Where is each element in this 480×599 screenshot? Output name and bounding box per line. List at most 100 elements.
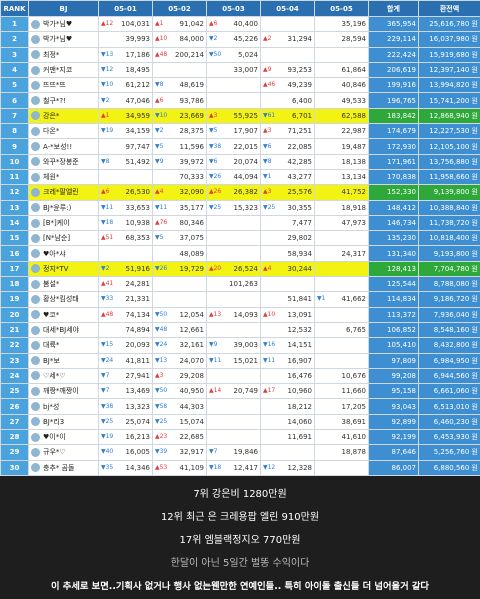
day-cell: 18,918	[314, 199, 369, 216]
day-cell: ▼24 41,811	[98, 352, 153, 369]
bj-cell: ♥이*이	[28, 429, 99, 446]
day-cell	[206, 291, 261, 308]
day-value: 21,331	[125, 295, 151, 304]
day-value: 97,747	[125, 142, 151, 151]
rank-change: ▼25	[101, 417, 114, 425]
day-value: 34,959	[125, 111, 151, 120]
bj-name: ♥코*	[43, 310, 60, 319]
day-value: 42,285	[287, 157, 313, 166]
day-value: 35,196	[341, 20, 367, 29]
day-cell: ▼50 40,950	[152, 383, 207, 400]
day-cell: ▼11 16,907	[260, 352, 315, 369]
day-cell: ▲13 14,093	[206, 306, 261, 323]
rank-change: ▼35	[101, 463, 114, 471]
day-cell: 18,878	[314, 444, 369, 461]
day-cell: ▲1 34,959	[98, 107, 153, 125]
header-row: RANK BJ 05-01 05-02 05-03 05-04 05-05 합계 환전액	[0, 0, 480, 17]
day-cell: ▲3 71,251	[260, 123, 315, 140]
bj-cell: 뜨뜨*뜨	[28, 77, 99, 94]
day-value: 12,417	[233, 463, 259, 472]
bj-name: 강은*	[43, 111, 60, 120]
rank-cell: 26	[0, 398, 29, 415]
avatar	[31, 96, 40, 106]
avatar	[31, 187, 40, 197]
rank-cell: 1	[0, 15, 29, 33]
won-cell: 11,958,660 원	[418, 168, 480, 186]
day-value: 58,934	[287, 249, 313, 258]
avatar	[31, 203, 40, 213]
header-cell: 05-02	[152, 0, 207, 17]
day-cell	[152, 276, 207, 293]
day-cell	[314, 260, 369, 278]
bj-cell: 충추* 곰돌	[28, 459, 99, 476]
table-row: 5 뜨뜨*뜨 ▼10 61,212 ▼8 48,619 ▲46 49,239 40,846 199…	[0, 77, 480, 94]
day-value: 41,662	[341, 295, 367, 304]
total-cell: 229,114	[368, 31, 419, 48]
day-value: 12,532	[287, 326, 313, 335]
won-cell: 6,513,010 원	[418, 398, 480, 415]
table-row: 10 와꾸*장봉준 ▼8 51,492 ▼9 39,972 ▼6 20,074 ▼8 42,285…	[0, 153, 480, 170]
won-cell: 9,186,720 원	[418, 291, 480, 308]
day-cell: ▼12 12,328	[260, 459, 315, 476]
bj-name: ♡세*♡	[43, 371, 66, 380]
bj-cell: 대륙*	[28, 337, 99, 354]
won-cell: 6,453,930 원	[418, 429, 480, 446]
rank-change: ▼24	[101, 356, 114, 364]
day-cell: 18,212	[260, 398, 315, 415]
day-value: 32,917	[179, 448, 205, 457]
rank-cell: 10	[0, 153, 29, 170]
table-row: 21 대세*BJ세야 74,894 ▼48 12,661 12,532 6,765 106,8…	[0, 321, 480, 339]
table-row: 12 크레*팔엘린 ▲6 26,530 ▲4 32,090 ▲26 26,382 ▲3 25,57…	[0, 184, 480, 201]
day-cell: ▼50 12,054	[152, 306, 207, 323]
day-value: 62,588	[341, 111, 367, 120]
day-cell: ▼15 20,093	[98, 337, 153, 354]
day-cell: ▲53 41,109	[152, 459, 207, 476]
bj-cell: bj*성	[28, 398, 99, 415]
rank-change: ▼11	[155, 203, 168, 211]
bj-cell: 박가*님♥	[28, 31, 99, 48]
bj-cell: 체원*	[28, 168, 99, 186]
bj-name: 대륙*	[43, 341, 60, 350]
rank-change: ▼19	[101, 433, 114, 441]
day-cell: ▲48 74,134	[98, 306, 153, 323]
rank-cell: 19	[0, 291, 29, 308]
rank-change: ▲51	[101, 234, 114, 242]
day-cell: ▼38 22,015	[206, 138, 261, 155]
day-cell: 40,846	[314, 77, 369, 94]
day-cell: 6,400	[260, 92, 315, 109]
rank-change: ▼11	[263, 356, 276, 364]
total-cell: 170,838	[368, 168, 419, 186]
day-value: 12,328	[287, 463, 313, 472]
won-cell: 16,037,980 원	[418, 31, 480, 48]
day-value: 13,134	[341, 173, 367, 182]
day-value: 93,786	[179, 96, 205, 105]
day-value: 41,610	[341, 433, 367, 442]
day-value: 39,003	[233, 341, 259, 350]
rank-change: ▼9	[155, 157, 164, 165]
caption-line: 12위 최근 은 크레용팝 엘린 910만원	[160, 512, 320, 523]
table-row: 30 충추* 곰돌 ▼35 14,346 ▲53 41,109 ▼18 12,417 ▼12 12…	[0, 459, 480, 476]
total-cell: 365,954	[368, 15, 419, 33]
day-cell: 47,973	[314, 214, 369, 232]
day-value: 24,317	[341, 249, 367, 258]
day-cell: ▼16 14,151	[260, 337, 315, 354]
rank-change: ▼38	[209, 142, 222, 150]
day-cell	[98, 168, 153, 186]
table-row: 13 BJ*윤루:) ▼11 33,653 ▼11 35,177 ▼25 15,323 ▼25 3…	[0, 199, 480, 216]
total-cell: 128,413	[368, 260, 419, 278]
day-cell: 58,934	[260, 245, 315, 262]
day-value: 14,346	[125, 463, 151, 472]
day-cell: ▲10 84,000	[152, 31, 207, 48]
bj-name: 박가*님♥	[43, 20, 73, 29]
day-value: 16,907	[287, 356, 313, 365]
avatar	[31, 279, 40, 289]
day-cell: ▼7 27,941	[98, 367, 153, 385]
avatar	[31, 432, 40, 442]
rank-cell: 20	[0, 306, 29, 323]
rank-change: ▼10	[101, 81, 114, 89]
rank-change: ▼18	[209, 463, 222, 471]
avatar	[31, 218, 40, 228]
day-cell	[206, 321, 261, 339]
won-cell: 6,984,950 원	[418, 352, 480, 369]
day-cell	[206, 245, 261, 262]
